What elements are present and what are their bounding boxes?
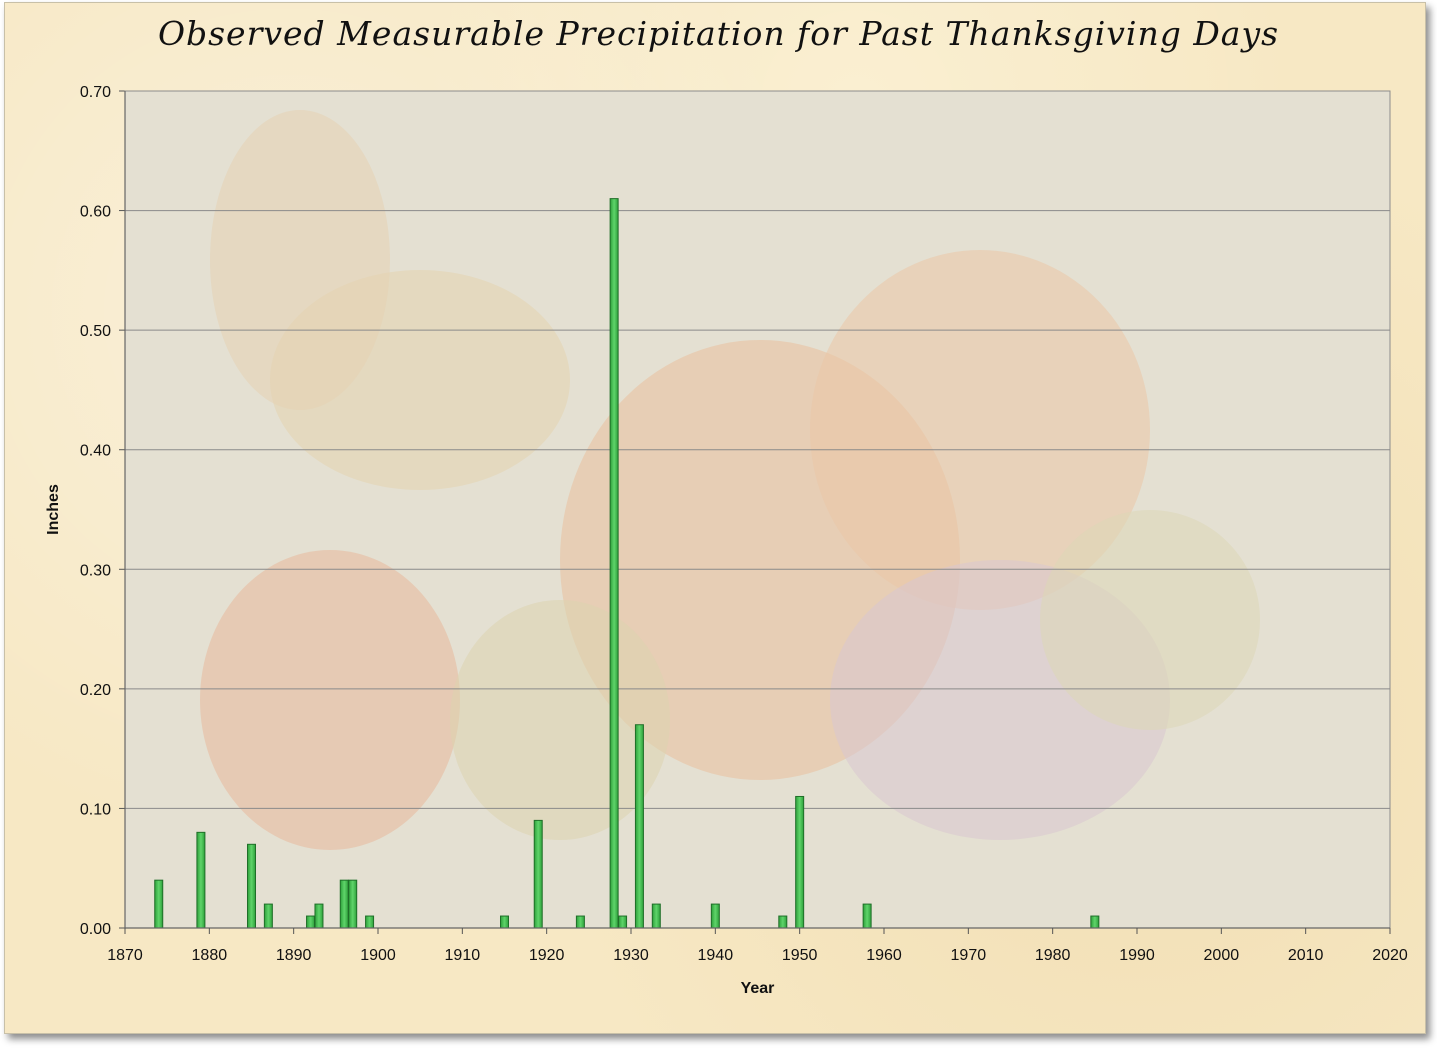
bar xyxy=(196,831,206,929)
cornucopia-background xyxy=(200,110,1260,850)
bar xyxy=(247,843,256,929)
y-tick-labels: 0.00 0.10 0.20 0.30 0.40 0.50 0.60 0.70 xyxy=(80,84,111,938)
x-tick-label: 1880 xyxy=(192,947,228,964)
x-tick-label: 1920 xyxy=(529,947,565,964)
x-tick-label: 2020 xyxy=(1372,947,1408,964)
bar xyxy=(710,903,720,929)
decor-shape xyxy=(1040,510,1260,730)
bar xyxy=(263,903,273,929)
bar xyxy=(609,198,619,929)
decor-shape xyxy=(210,110,390,410)
bar xyxy=(862,903,872,929)
y-tick-label: 0.20 xyxy=(80,682,111,699)
y-tick-label: 0.60 xyxy=(80,204,111,221)
y-tick-label: 0.30 xyxy=(80,562,111,579)
bar xyxy=(348,879,358,929)
bars xyxy=(154,198,1100,929)
bar xyxy=(618,915,628,929)
x-tick-label: 2010 xyxy=(1288,947,1324,964)
x-tick-label: 1930 xyxy=(613,947,649,964)
x-tick-label: 1940 xyxy=(698,947,734,964)
bar xyxy=(306,915,316,929)
x-tick-label: 1960 xyxy=(866,947,902,964)
x-tick-label: 1870 xyxy=(107,947,143,964)
bar xyxy=(533,819,543,929)
y-axis-label: Inches xyxy=(45,484,62,535)
x-tick-label: 1970 xyxy=(951,947,987,964)
axes xyxy=(124,90,1391,934)
x-tick-labels: 1870 1880 1890 1900 1910 1920 1930 1940 1950 1960… xyxy=(107,947,1408,964)
bar xyxy=(154,879,164,929)
y-tick-label: 0.00 xyxy=(80,921,111,938)
x-tick-label: 1980 xyxy=(1035,947,1071,964)
x-axis-label: Year xyxy=(741,980,775,997)
y-tick-label: 0.10 xyxy=(80,801,111,818)
x-tick-label: 1950 xyxy=(782,947,818,964)
decor-shape xyxy=(810,250,1150,610)
chart-title: Observed Measurable Precipitation for Pa… xyxy=(157,14,1280,53)
bar xyxy=(778,915,788,929)
bar xyxy=(651,903,661,929)
y-tick-label: 0.50 xyxy=(80,323,111,340)
bar xyxy=(575,915,585,929)
x-tick-label: 2000 xyxy=(1204,947,1240,964)
bar xyxy=(1090,915,1100,929)
bar xyxy=(314,903,324,929)
x-tick-label: 1900 xyxy=(360,947,396,964)
x-tick-label: 1910 xyxy=(445,947,481,964)
bar xyxy=(339,879,349,929)
bar xyxy=(365,915,375,929)
y-tick-label: 0.70 xyxy=(80,84,111,101)
bar xyxy=(795,795,805,929)
decor-shape xyxy=(200,550,460,850)
x-tick-label: 1990 xyxy=(1119,947,1155,964)
bar xyxy=(634,724,644,929)
x-tick-label: 1890 xyxy=(276,947,312,964)
y-tick-label: 0.40 xyxy=(80,443,111,460)
bar xyxy=(500,915,509,929)
